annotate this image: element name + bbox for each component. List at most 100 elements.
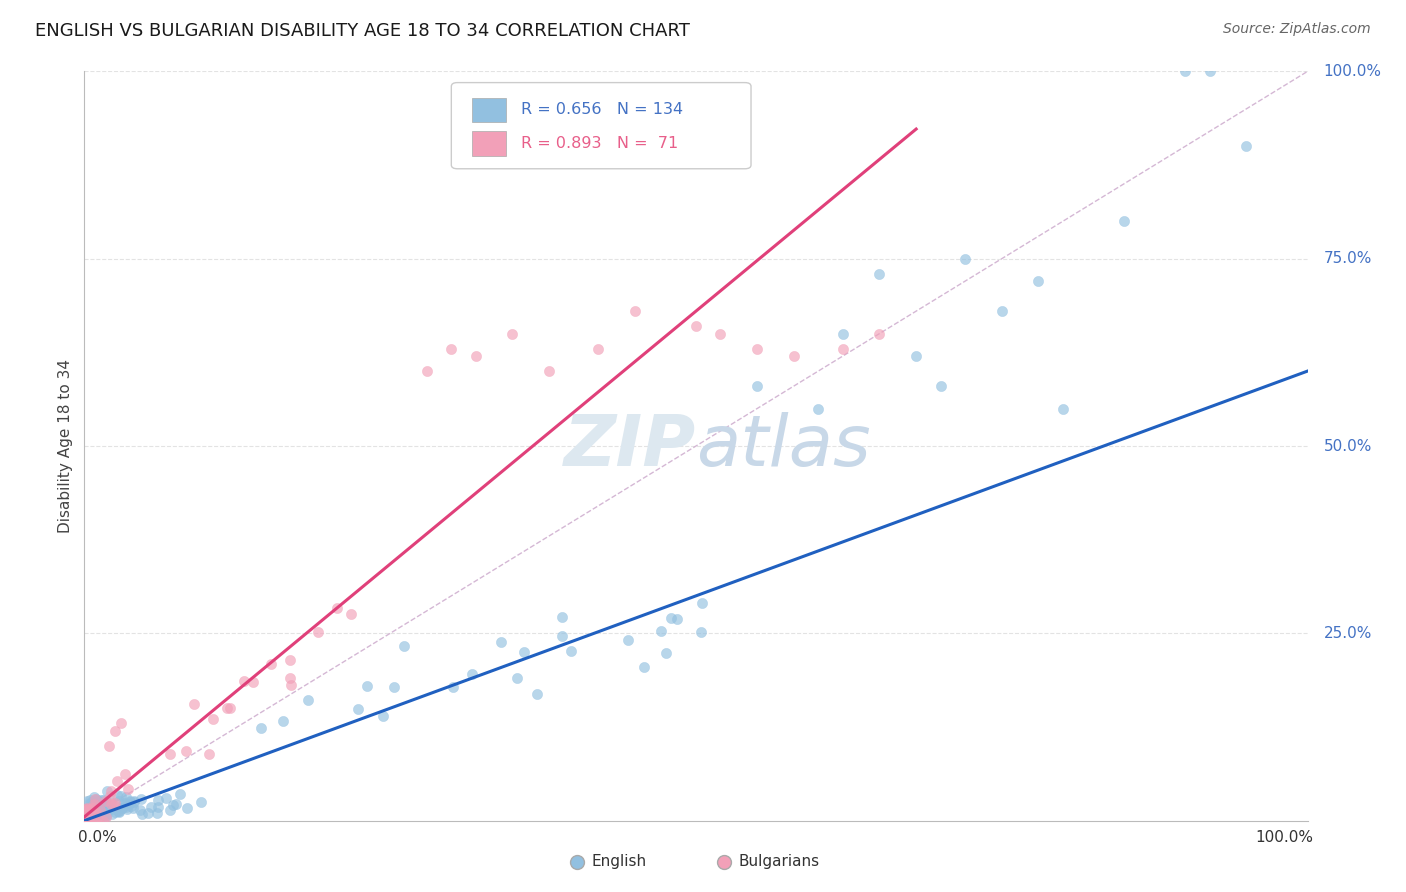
Point [76, 814, 98, 828]
Point [76, 805, 98, 820]
Point [260, 657, 283, 672]
Point [79, 796, 101, 810]
Point [75, 802, 97, 816]
Point [75, 814, 97, 828]
Point [87, 812, 110, 826]
Point [77, 799, 100, 814]
Point [94, 794, 117, 808]
Point [105, 788, 128, 802]
Point [340, 607, 363, 621]
Point [232, 673, 254, 688]
Point [91, 798, 114, 813]
Point [83, 792, 105, 806]
Point [90, 802, 112, 816]
Point [83, 790, 105, 805]
Point [96, 799, 118, 814]
Point [1028, 274, 1050, 288]
Point [90, 796, 112, 810]
Point [86, 802, 108, 816]
Point [87, 807, 110, 822]
Point [75, 814, 97, 828]
Point [183, 697, 205, 711]
Point [90, 793, 112, 807]
Point [84, 805, 107, 820]
Point [91, 801, 114, 815]
Point [869, 267, 891, 281]
Point [114, 789, 136, 804]
Point [90, 795, 112, 809]
Point [80, 801, 103, 815]
Point [122, 794, 145, 808]
Point [80, 801, 103, 815]
Point [83, 805, 105, 820]
Point [108, 794, 131, 808]
Point [869, 326, 891, 341]
Point [76, 811, 98, 825]
Text: atlas: atlas [696, 411, 870, 481]
Point [633, 660, 655, 674]
Text: 50.0%: 50.0% [1323, 439, 1372, 453]
Point [94, 809, 117, 823]
Point [665, 612, 688, 626]
Point [83, 797, 105, 811]
Point [83, 799, 105, 814]
Point [747, 342, 769, 356]
Point [689, 625, 711, 640]
Point [87, 797, 110, 811]
Point [373, 708, 395, 723]
Text: R = 0.893   N =  71: R = 0.893 N = 71 [522, 136, 678, 151]
Point [513, 645, 536, 659]
Point [176, 744, 198, 758]
Point [96, 806, 118, 821]
Point [93, 797, 115, 812]
Point [80, 803, 103, 817]
Point [129, 803, 152, 817]
Text: Source: ZipAtlas.com: Source: ZipAtlas.com [1223, 22, 1371, 37]
Point [347, 702, 370, 716]
Point [112, 796, 135, 810]
Point [624, 304, 647, 318]
Point [659, 610, 682, 624]
Point [107, 805, 129, 819]
Point [98, 789, 121, 804]
Point [91, 814, 114, 828]
Point [83, 814, 105, 828]
Point [115, 802, 138, 816]
Point [307, 625, 329, 640]
Point [96, 784, 118, 798]
Point [96, 800, 118, 814]
Point [991, 304, 1014, 318]
Point [273, 714, 295, 728]
Point [146, 799, 169, 814]
Text: ZIP: ZIP [564, 411, 696, 481]
Point [831, 342, 853, 356]
Point [77, 802, 100, 816]
Point [77, 801, 100, 815]
Point [79, 792, 101, 806]
Point [75, 814, 97, 828]
Point [392, 639, 415, 653]
Point [91, 804, 114, 818]
Point [86, 796, 108, 810]
Point [953, 252, 976, 266]
Point [112, 800, 135, 814]
Point [1114, 214, 1136, 228]
Point [114, 800, 136, 814]
Point [122, 801, 145, 815]
Point [86, 797, 108, 812]
Point [616, 632, 638, 647]
Point [155, 790, 177, 805]
Point [75, 803, 97, 817]
Point [278, 671, 301, 685]
Point [655, 646, 678, 660]
Point [650, 624, 672, 639]
Point [108, 805, 131, 819]
Point [326, 601, 349, 615]
Point [75, 814, 97, 828]
Point [73, 806, 96, 821]
Point [91, 793, 114, 807]
Text: English: English [592, 855, 647, 870]
Point [560, 643, 582, 657]
Point [114, 767, 136, 781]
Point [84, 792, 107, 806]
